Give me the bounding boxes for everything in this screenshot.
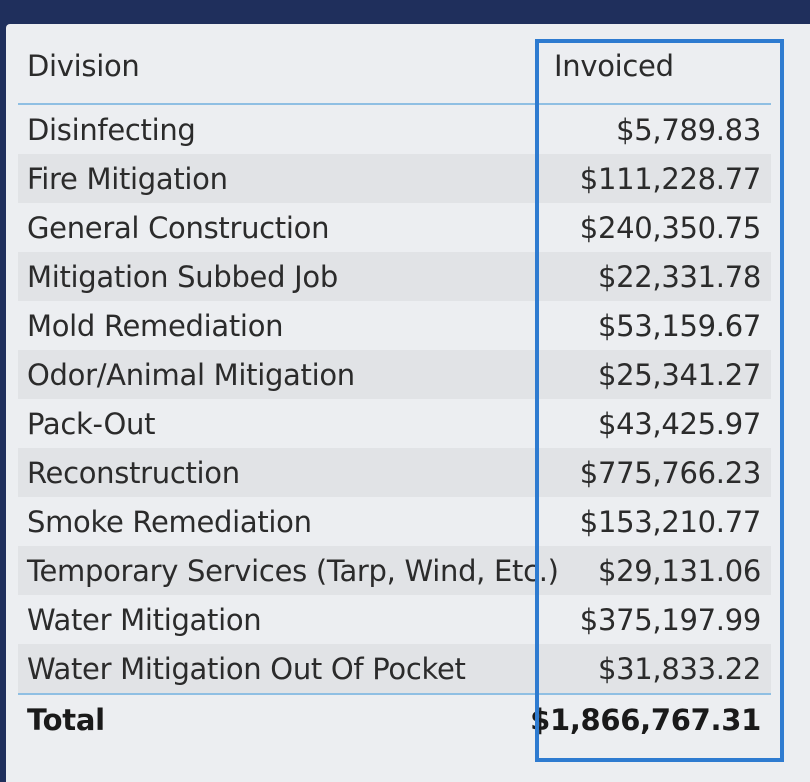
table-row[interactable]: Temporary Services (Tarp, Wind, Etc.) $29… xyxy=(18,546,771,595)
table-row[interactable]: Pack-Out $43,425.97 xyxy=(18,399,771,448)
invoice-table[interactable]: Division Invoiced Disinfecting $5,789.83 F… xyxy=(18,36,771,745)
division-cell: Water Mitigation Out Of Pocket xyxy=(27,651,466,686)
table-row[interactable]: Water Mitigation Out Of Pocket $31,833.22 xyxy=(18,644,771,693)
division-cell: Disinfecting xyxy=(27,112,196,147)
invoiced-cell: $25,341.27 xyxy=(597,357,761,392)
division-cell: Reconstruction xyxy=(27,455,240,490)
table-row[interactable]: General Construction $240,350.75 xyxy=(18,203,771,252)
invoiced-cell: $153,210.77 xyxy=(579,504,762,539)
division-cell: Pack-Out xyxy=(27,406,156,441)
column-header-invoiced[interactable]: Invoiced xyxy=(554,48,674,83)
table-row[interactable]: Mold Remediation $53,159.67 xyxy=(18,301,771,350)
division-cell: Smoke Remediation xyxy=(27,504,312,539)
invoiced-cell: $43,425.97 xyxy=(597,406,761,441)
table-body: Disinfecting $5,789.83 Fire Mitigation $111… xyxy=(18,105,771,693)
invoiced-cell: $240,350.75 xyxy=(579,210,762,245)
table-row[interactable]: Smoke Remediation $153,210.77 xyxy=(18,497,771,546)
table-header-row: Division Invoiced xyxy=(18,36,771,105)
table-row[interactable]: Reconstruction $775,766.23 xyxy=(18,448,771,497)
table-row[interactable]: Water Mitigation $375,197.99 xyxy=(18,595,771,644)
division-cell: Fire Mitigation xyxy=(27,161,228,196)
invoiced-cell: $5,789.83 xyxy=(616,112,761,147)
total-invoiced-value: $1,866,767.31 xyxy=(530,703,761,737)
division-cell: Water Mitigation xyxy=(27,602,262,637)
total-label: Total xyxy=(27,703,105,737)
column-header-division[interactable]: Division xyxy=(27,48,140,83)
table-row[interactable]: Odor/Animal Mitigation $25,341.27 xyxy=(18,350,771,399)
invoiced-cell: $31,833.22 xyxy=(597,651,761,686)
division-cell: Mold Remediation xyxy=(27,308,284,343)
division-cell: Mitigation Subbed Job xyxy=(27,259,338,294)
table-row[interactable]: Mitigation Subbed Job $22,331.78 xyxy=(18,252,771,301)
invoiced-cell: $775,766.23 xyxy=(579,455,762,490)
division-cell: General Construction xyxy=(27,210,330,245)
invoiced-cell: $111,228.77 xyxy=(579,161,762,196)
table-row[interactable]: Fire Mitigation $111,228.77 xyxy=(18,154,771,203)
invoiced-cell: $375,197.99 xyxy=(579,602,762,637)
table-total-row: Total $1,866,767.31 xyxy=(18,693,771,745)
division-cell: Temporary Services (Tarp, Wind, Etc.) xyxy=(27,553,559,588)
table-row[interactable]: Disinfecting $5,789.83 xyxy=(18,105,771,154)
invoiced-cell: $22,331.78 xyxy=(597,259,761,294)
window-top-bar xyxy=(0,0,810,24)
division-cell: Odor/Animal Mitigation xyxy=(27,357,355,392)
invoiced-cell: $53,159.67 xyxy=(597,308,761,343)
invoiced-cell: $29,131.06 xyxy=(597,553,761,588)
